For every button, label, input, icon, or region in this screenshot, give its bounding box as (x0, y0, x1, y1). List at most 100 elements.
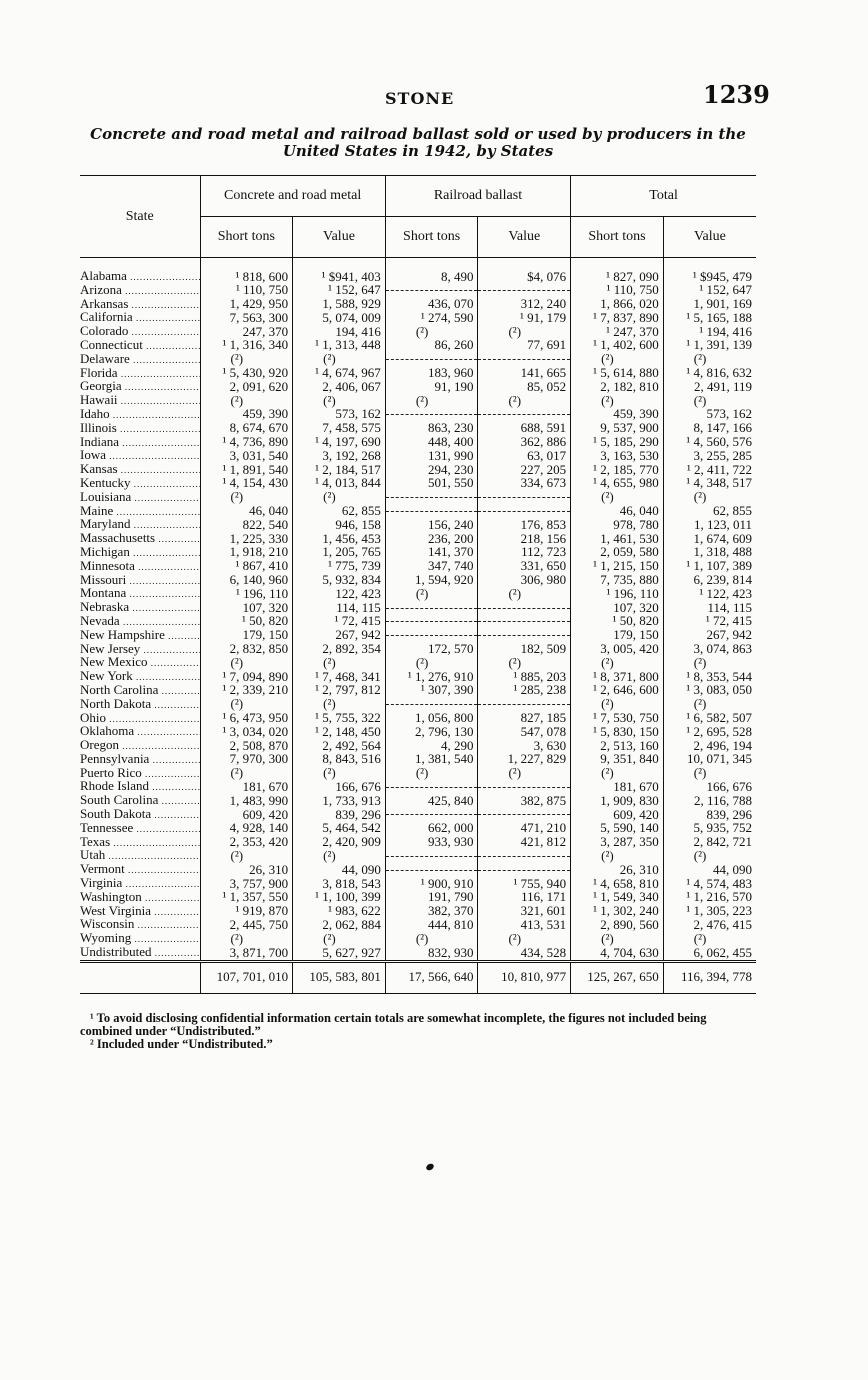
table-cell: (²) (662, 766, 756, 781)
table-cell: 236, 200 (384, 532, 478, 546)
table-cell: ¹ 7, 530, 750 (570, 711, 664, 726)
table-cell: 46, 040 (199, 504, 293, 519)
table-cell: (²) (199, 697, 293, 712)
empty-cell (477, 490, 571, 505)
empty-cell (384, 614, 478, 629)
table-cell: ¹ 91, 179 (477, 311, 571, 326)
table-cell: 331, 650 (477, 559, 571, 574)
table-cell: 547, 078 (477, 725, 571, 740)
state-name: Oklahoma (80, 725, 200, 739)
table-cell: 3, 757, 900 (199, 877, 293, 891)
table-cell: 863, 230 (384, 421, 478, 436)
table-cell: (²) (384, 394, 478, 408)
ink-blot (425, 1162, 435, 1172)
table-cell: ¹ 1, 316, 340 (199, 338, 293, 353)
table-cell: ¹ 885, 203 (477, 670, 571, 684)
column-header: Value (292, 216, 386, 258)
total-cell: 107, 701, 010 (199, 959, 293, 994)
table-cell: 5, 932, 834 (292, 573, 386, 588)
table-cell: (²) (662, 697, 756, 712)
table-cell: 62, 855 (292, 504, 386, 519)
table-cell: ¹ 1, 305, 223 (662, 904, 756, 919)
table-cell: 194, 416 (292, 325, 386, 339)
table-cell: 6, 140, 960 (199, 573, 293, 588)
table-cell: ¹ 1, 215, 150 (570, 559, 664, 574)
table-cell: 978, 780 (570, 518, 664, 533)
table-cell: 10, 071, 345 (662, 752, 756, 767)
table-cell: 2, 182, 810 (570, 380, 664, 395)
table-cell: (²) (384, 325, 478, 339)
table-cell: 141, 665 (477, 366, 571, 381)
table-cell: 62, 855 (662, 504, 756, 519)
table-cell: 7, 970, 300 (199, 752, 293, 767)
table-cell: (²) (570, 656, 664, 671)
table-cell: ¹ 1, 107, 389 (662, 559, 756, 574)
table-cell: 609, 420 (570, 808, 664, 822)
page-number: 1239 (703, 80, 770, 109)
table-cell: (²) (570, 394, 664, 408)
state-name: West Virginia (80, 905, 200, 919)
table-cell: ¹ 2, 411, 722 (662, 463, 756, 477)
table-cell: 2, 892, 354 (292, 642, 386, 657)
state-name: Massachusetts (80, 532, 200, 546)
table-cell: 413, 531 (477, 918, 571, 933)
table-cell: 3, 163, 530 (570, 449, 664, 464)
table-cell: (²) (662, 932, 756, 947)
table-cell: 181, 670 (199, 780, 293, 795)
table-cell: (²) (477, 587, 571, 602)
table-cell: 933, 930 (384, 835, 478, 850)
table-cell: (²) (199, 766, 293, 781)
table-cell: 839, 296 (662, 808, 756, 822)
state-name: Wyoming (80, 932, 200, 946)
state-name: Maine (80, 505, 200, 519)
table-cell: 26, 310 (570, 863, 664, 878)
state-name: Kentucky (80, 477, 200, 491)
totals-label (80, 959, 200, 994)
table-cell: 2, 796, 130 (384, 725, 478, 740)
table-cell: (²) (570, 352, 664, 367)
table-cell: 2, 890, 560 (570, 918, 664, 933)
table-cell: 26, 310 (199, 863, 293, 878)
table-cell: 2, 513, 160 (570, 739, 664, 753)
table-cell: 2, 091, 620 (199, 380, 293, 395)
table-cell: 1, 901, 169 (662, 297, 756, 312)
empty-cell (477, 780, 571, 795)
table-cell: ¹ 2, 185, 770 (570, 463, 664, 477)
table-cell: 3, 192, 268 (292, 449, 386, 464)
table-cell: ¹ 72, 415 (292, 614, 386, 629)
table-cell: 7, 458, 575 (292, 421, 386, 436)
empty-cell (477, 697, 571, 712)
column-header: Short tons (199, 216, 293, 258)
table-cell: ¹ 775, 739 (292, 559, 386, 574)
state-name: Arizona (80, 284, 200, 298)
total-cell: 125, 267, 650 (570, 959, 664, 994)
table-cell: 107, 320 (199, 601, 293, 615)
table-cell: ¹ 2, 148, 450 (292, 725, 386, 740)
state-name: Louisiana (80, 491, 200, 505)
table-cell: 5, 590, 140 (570, 821, 664, 836)
table-cell: ¹ 3, 034, 020 (199, 725, 293, 740)
table-cell: ¹ 827, 090 (570, 257, 664, 284)
table-cell: 86, 260 (384, 338, 478, 353)
table-cell: 1, 588, 929 (292, 297, 386, 312)
table-cell: ¹ 6, 582, 507 (662, 711, 756, 726)
table-cell: ¹ 1, 276, 910 (384, 670, 478, 684)
table-cell: 112, 723 (477, 545, 571, 560)
empty-cell (384, 407, 478, 422)
empty-cell (477, 283, 571, 298)
table-cell: 501, 550 (384, 476, 478, 491)
table-cell: (²) (477, 394, 571, 408)
table-cell: (²) (292, 352, 386, 367)
table-cell: 2, 420, 909 (292, 835, 386, 850)
